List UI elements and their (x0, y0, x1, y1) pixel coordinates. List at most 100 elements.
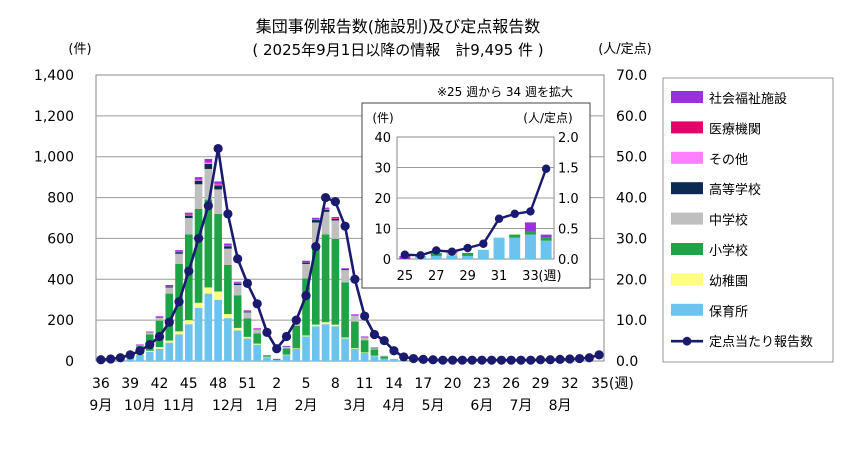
inset-rate-point (494, 214, 504, 223)
bar-segment (184, 214, 193, 216)
inset-bar-segment (477, 249, 489, 259)
x-month-label: 9月 (89, 398, 112, 414)
rate-point (496, 355, 507, 365)
rate-point (350, 274, 360, 284)
rate-point (545, 355, 555, 365)
rate-point (115, 353, 126, 363)
bar-segment (390, 359, 398, 360)
bar-segment (155, 316, 164, 317)
legend-label: 医療機関 (709, 122, 761, 137)
inset-y-right-tick-label: 1.5 (558, 162, 579, 177)
bar-segment (204, 158, 213, 163)
chart-subtitle: ( 2025年9月1日以降の情報 計9,495 件 ) (252, 41, 543, 59)
y-left-tick-label: 1,200 (34, 109, 74, 125)
bar-segment (341, 270, 349, 283)
bar-segment (233, 283, 242, 286)
bar-segment (155, 316, 164, 317)
bar-segment (321, 208, 330, 210)
inset-y-left-tick-label: 10 (374, 223, 391, 238)
y-right-tick-label: 30.0 (616, 231, 647, 247)
inset-bar-segment (524, 231, 536, 235)
y-right-tick-label: 0.0 (616, 354, 638, 370)
rate-point (516, 355, 526, 365)
x-month-label: 11月 (163, 398, 195, 414)
rate-point (506, 355, 516, 365)
bar-segment (214, 299, 222, 361)
bar-segment (263, 356, 271, 358)
bar-segment (224, 264, 232, 315)
bar-segment (321, 209, 330, 210)
x-week-label: 14 (385, 376, 403, 392)
rate-point (125, 350, 135, 360)
x-week-label: 26 (502, 376, 520, 392)
y-left-axis: 0 200 400 600 800 1,000 1,200 1,400 (34, 68, 74, 370)
bar-segment (292, 348, 301, 361)
rate-point (447, 355, 458, 365)
bar-segment (214, 185, 222, 190)
legend-marker (682, 336, 692, 346)
rate-point (233, 254, 243, 264)
inset-rate-point (416, 251, 425, 260)
bar-segment (370, 355, 379, 357)
bar-segment (302, 263, 310, 279)
bar-segment (292, 348, 301, 349)
inset-rate-point (479, 239, 488, 248)
bar-segment (253, 328, 262, 330)
inset-bar-segment (446, 255, 458, 259)
bar-segment (331, 216, 340, 218)
bar-segment (321, 324, 330, 361)
x-month-label: 1月 (256, 398, 279, 414)
bar-segment (233, 281, 242, 283)
bar-segment (184, 218, 193, 235)
inset-y-left-unit: (件) (372, 111, 393, 125)
bar-segment (243, 311, 252, 313)
x-month-label: 12月 (212, 398, 244, 414)
bar-segment (360, 336, 369, 337)
x-week-label: 32 (561, 376, 579, 392)
bar-segment (321, 207, 330, 209)
bar-segment (184, 324, 193, 361)
inset-y-left-tick-label: 20 (374, 192, 391, 207)
legend-label: 定点当たり報告数 (709, 335, 813, 350)
bar-segment (214, 184, 222, 186)
bar-segment (204, 163, 213, 169)
rate-point (555, 354, 565, 364)
bar-segment (311, 247, 320, 325)
bar-segment (204, 162, 213, 164)
bar-segment (194, 208, 203, 303)
rate-point (428, 355, 438, 365)
inset-note: ※25 週から 34 週を拡大 (437, 85, 573, 99)
rate-point (340, 221, 350, 231)
bar-segment (341, 338, 349, 361)
bar-segment (282, 346, 291, 349)
y-left-tick-label: 1,400 (34, 68, 74, 84)
y-left-tick-label: 400 (47, 272, 74, 288)
rate-point (526, 355, 536, 365)
bar-segment (380, 355, 389, 357)
inset-x-label: 25 (397, 269, 414, 284)
bar-segment (184, 320, 193, 325)
bar-segment (282, 348, 291, 355)
bar-segment (331, 220, 340, 239)
inset-y-right-tick-label: 1.0 (558, 192, 579, 207)
rate-point (418, 354, 428, 364)
bar-segment (243, 310, 252, 311)
bar-segment (204, 293, 213, 361)
bar-segment (282, 354, 291, 361)
inset-rate-point (526, 207, 535, 216)
rate-point (106, 354, 116, 364)
bar-segment (351, 314, 359, 316)
rate-point (574, 353, 585, 364)
inset-bar-segment (524, 222, 536, 232)
bar-segment (224, 243, 232, 246)
rate-point (399, 352, 409, 362)
bar-segment (351, 348, 359, 349)
x-month-label: 3月 (343, 398, 366, 414)
rate-point (223, 209, 233, 219)
bar-segment (341, 268, 349, 269)
y-right-tick-label: 60.0 (616, 109, 647, 125)
bar-segment (243, 336, 252, 339)
rate-point (535, 355, 546, 365)
y-right-tick-label: 10.0 (616, 313, 647, 329)
bar-segment (311, 219, 320, 221)
